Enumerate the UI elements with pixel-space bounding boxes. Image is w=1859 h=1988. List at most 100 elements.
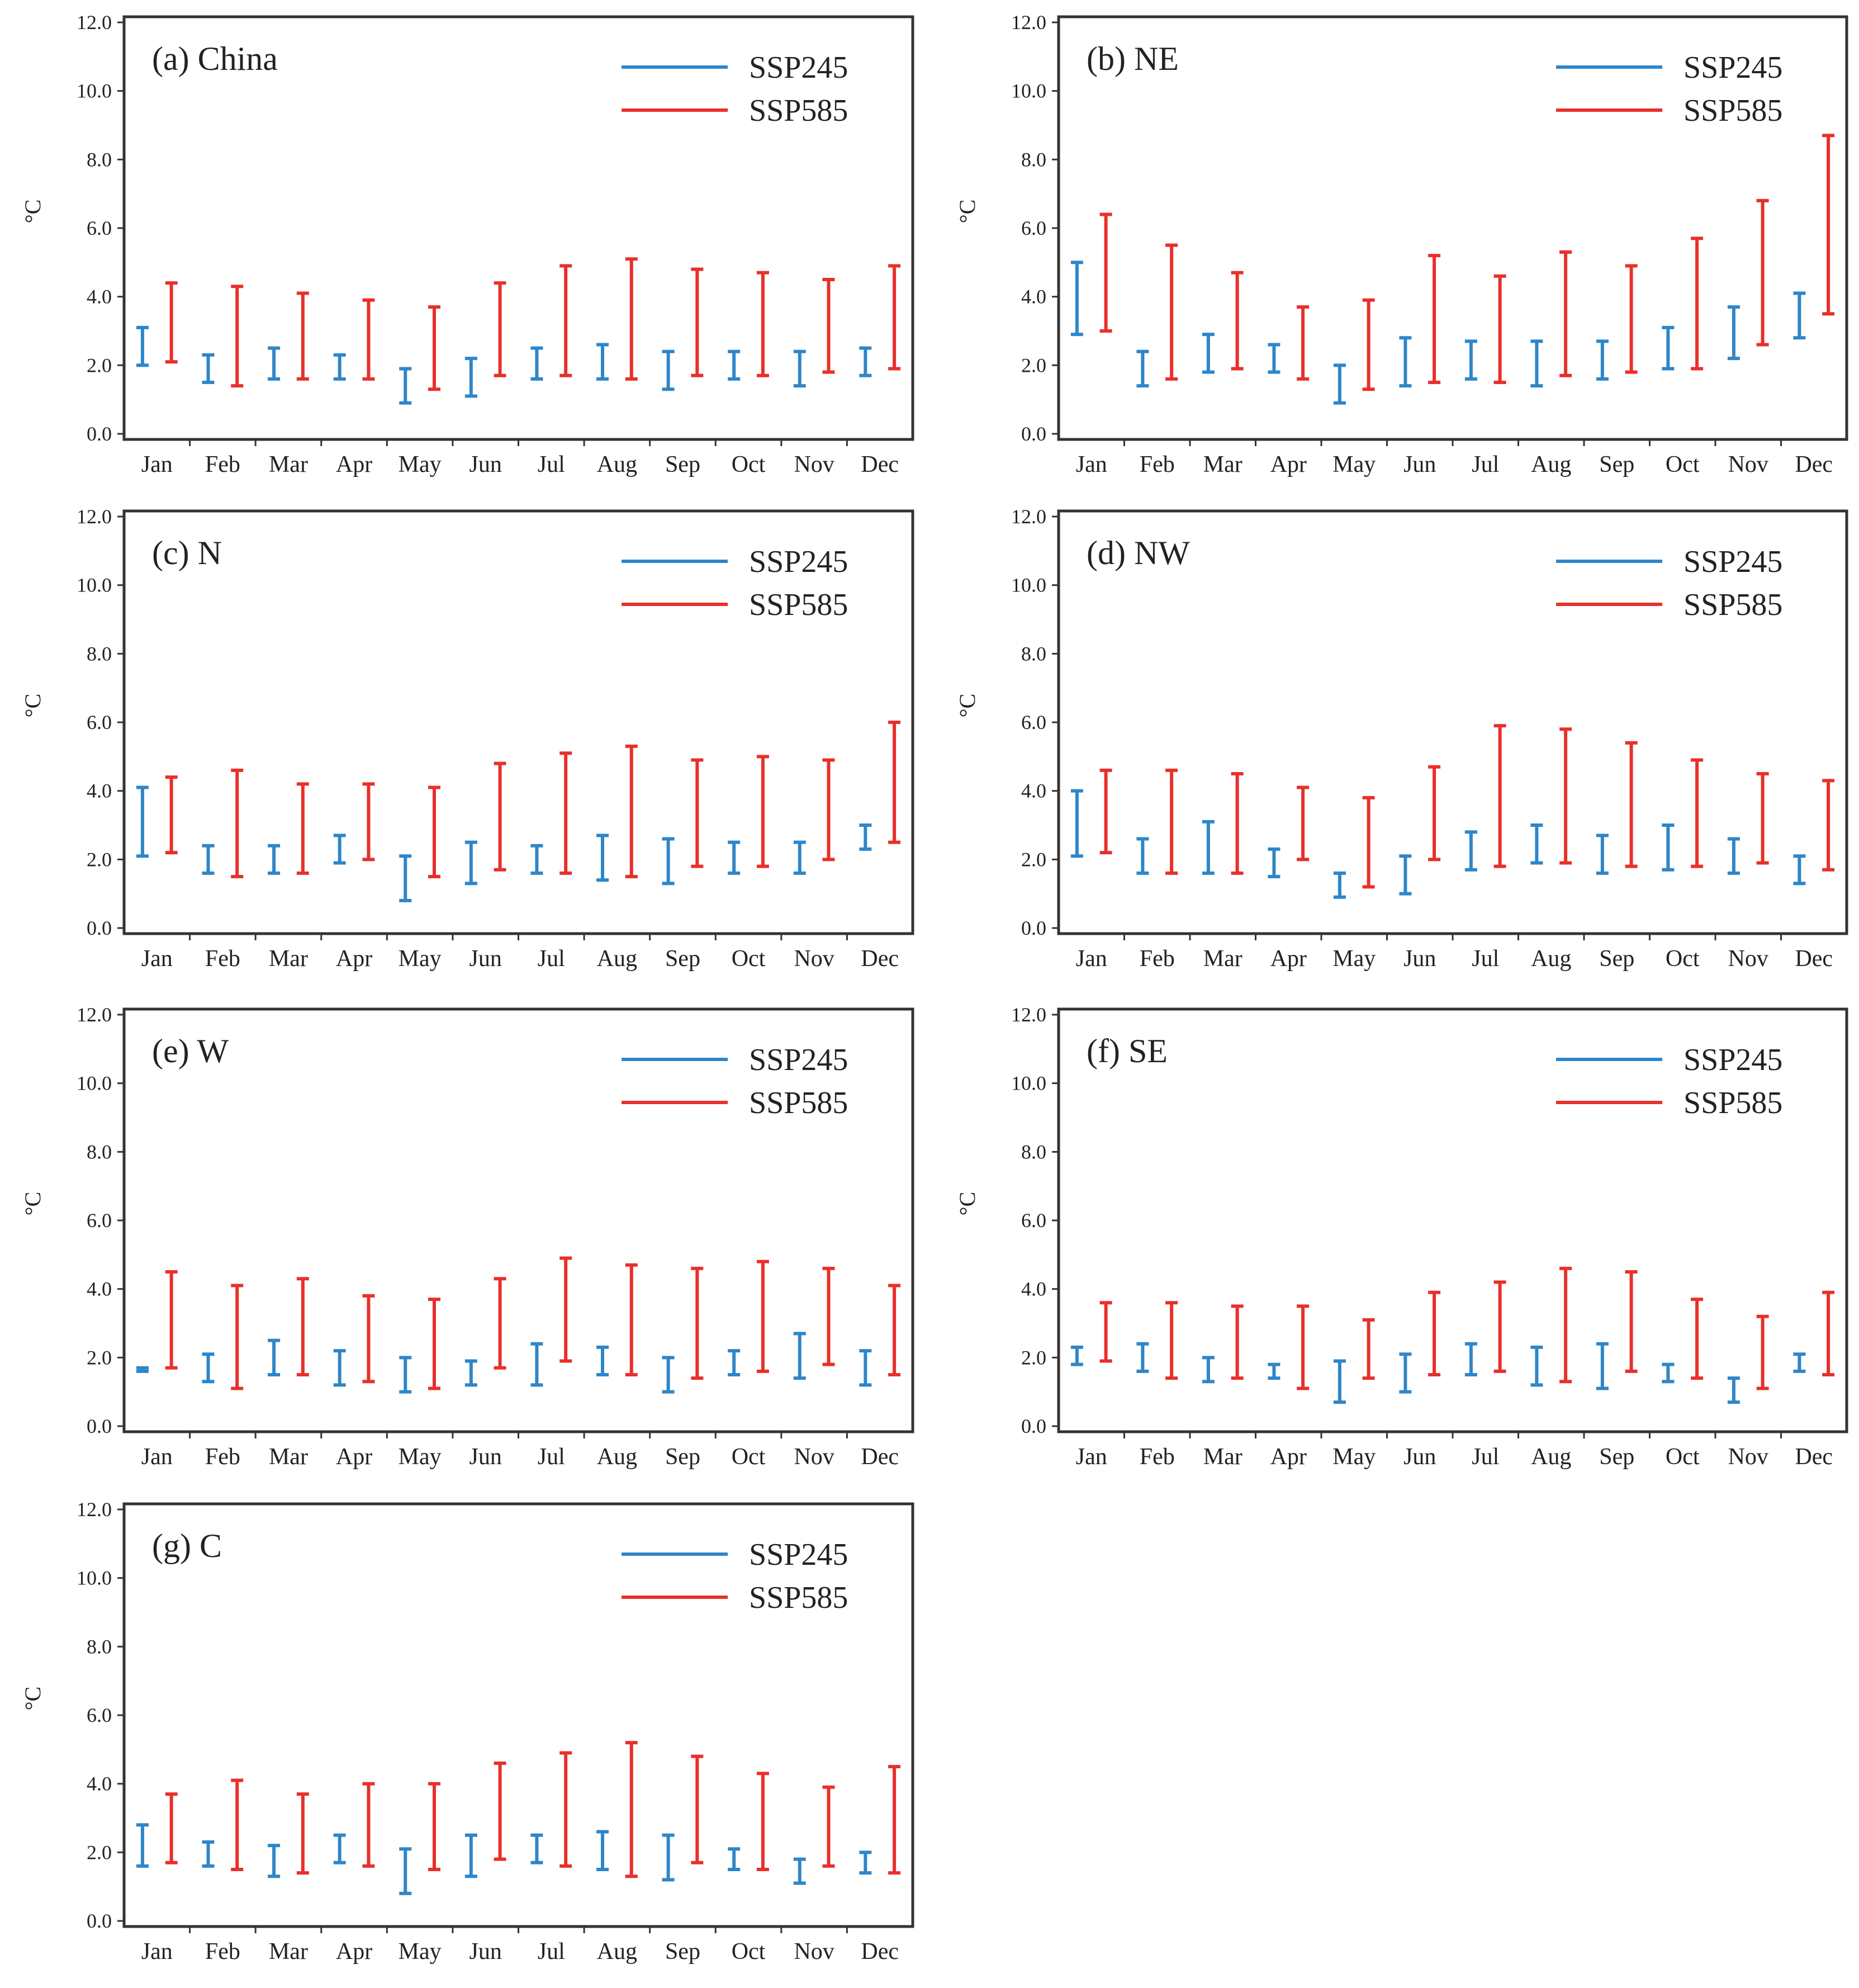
x-tick-label: Jul bbox=[1472, 946, 1499, 972]
x-tick-label: Sep bbox=[665, 946, 700, 972]
x-tick-label: Oct bbox=[732, 1444, 766, 1470]
range-bar-ssp585-aug bbox=[1559, 1266, 1572, 1384]
y-tick-label: 8.0 bbox=[1021, 148, 1046, 171]
legend-entry-ssp585: SSP585 bbox=[622, 1580, 848, 1615]
range-bar-ssp245-jul bbox=[1464, 339, 1477, 381]
y-tick-label: 10.0 bbox=[77, 1567, 112, 1589]
range-bar-ssp245-jan bbox=[136, 1823, 149, 1868]
range-bar-ssp585-oct bbox=[1691, 758, 1704, 868]
x-tick-label: Aug bbox=[597, 1444, 637, 1470]
y-tick-label: 8.0 bbox=[87, 1635, 112, 1658]
y-tick-label: 2.0 bbox=[1021, 354, 1046, 376]
range-bar-ssp245-jan bbox=[1070, 261, 1083, 337]
range-bar-ssp585-nov bbox=[1756, 772, 1769, 865]
range-bar-ssp245-mar bbox=[268, 1338, 281, 1376]
legend-label: SSP585 bbox=[1683, 1086, 1782, 1120]
range-bar-ssp585-mar bbox=[1231, 1304, 1244, 1380]
range-bar-ssp585-dec bbox=[888, 721, 901, 844]
range-bar-ssp585-may bbox=[1362, 796, 1375, 889]
x-tick-label: Nov bbox=[794, 1939, 834, 1965]
range-bar-ssp245-may bbox=[399, 1847, 412, 1895]
range-bar-ssp245-jan bbox=[136, 1366, 149, 1373]
range-bar-ssp585-sep bbox=[691, 758, 704, 868]
range-bar-ssp245-feb bbox=[1136, 1342, 1149, 1373]
range-bar-ssp245-may bbox=[399, 854, 412, 902]
y-tick-label: 6.0 bbox=[87, 217, 112, 239]
x-tick-label: Dec bbox=[861, 1939, 899, 1965]
range-bar-ssp585-nov bbox=[822, 1266, 835, 1366]
y-tick-label: 12.0 bbox=[77, 1498, 112, 1521]
y-tick-label: 6.0 bbox=[1021, 1209, 1046, 1232]
range-bar-ssp245-jul bbox=[1464, 1342, 1477, 1376]
range-bar-ssp245-jul bbox=[1464, 830, 1477, 872]
x-tick-label: May bbox=[399, 1444, 442, 1470]
range-bar-ssp245-apr bbox=[1268, 343, 1281, 374]
range-bar-ssp585-sep bbox=[691, 267, 704, 377]
range-bar-ssp245-sep bbox=[1596, 1342, 1609, 1390]
range-bar-ssp585-jan bbox=[165, 775, 178, 855]
x-tick-label: Jan bbox=[141, 1444, 173, 1470]
range-bar-ssp585-jul bbox=[559, 264, 572, 377]
range-bar-ssp245-jul bbox=[530, 1342, 543, 1387]
x-tick-label: May bbox=[1332, 1444, 1376, 1470]
y-tick-label: 0.0 bbox=[1021, 917, 1046, 939]
x-tick-label: Oct bbox=[732, 946, 766, 972]
range-bar-ssp585-dec bbox=[1822, 779, 1835, 872]
y-tick-label: 8.0 bbox=[87, 148, 112, 171]
range-bar-ssp585-aug bbox=[1559, 250, 1572, 377]
range-bar-ssp245-dec bbox=[859, 1349, 872, 1387]
range-bar-ssp245-nov bbox=[793, 840, 806, 875]
range-bar-ssp585-oct bbox=[1691, 1298, 1704, 1380]
x-tick-label: Mar bbox=[269, 1939, 308, 1965]
range-bar-ssp585-aug bbox=[625, 257, 638, 381]
panel-title: (f) SE bbox=[1087, 1033, 1168, 1069]
x-tick-label: Dec bbox=[1795, 946, 1833, 972]
chart-panel-3: 0.0 2.0 4.0 6.0 8.0 10.0 12.0 °C Jan Feb Mar Apr May… bbox=[20, 505, 914, 972]
range-bar-ssp585-sep bbox=[691, 1266, 704, 1380]
legend-label: SSP245 bbox=[1683, 1043, 1782, 1077]
x-tick-label: Sep bbox=[665, 1939, 700, 1965]
x-tick-label: Apr bbox=[1270, 1444, 1307, 1470]
chart-panel-5: 0.0 2.0 4.0 6.0 8.0 10.0 12.0 °C Jan Feb Mar Apr May… bbox=[20, 1004, 914, 1470]
legend-label: SSP245 bbox=[749, 1043, 848, 1077]
chart-panel-1: 0.0 2.0 4.0 6.0 8.0 10.0 12.0 °C Jan Feb Mar Apr May… bbox=[20, 11, 914, 477]
range-bar-ssp245-apr bbox=[333, 1833, 346, 1864]
range-bar-ssp245-dec bbox=[859, 346, 872, 377]
range-bar-ssp245-feb bbox=[202, 844, 215, 875]
y-tick-label: 10.0 bbox=[1011, 80, 1046, 102]
y-axis-label: °C bbox=[20, 1687, 45, 1711]
x-tick-label: Apr bbox=[1270, 946, 1307, 972]
x-tick-label: Nov bbox=[1728, 452, 1768, 477]
y-tick-label: 4.0 bbox=[87, 286, 112, 308]
legend-label: SSP585 bbox=[749, 588, 848, 622]
y-tick-label: 10.0 bbox=[77, 80, 112, 102]
x-tick-label: Feb bbox=[205, 946, 240, 972]
y-tick-label: 8.0 bbox=[1021, 642, 1046, 665]
x-tick-label: Nov bbox=[1728, 1444, 1768, 1470]
x-tick-label: Jan bbox=[1076, 452, 1107, 477]
y-tick-label: 2.0 bbox=[1021, 848, 1046, 870]
range-bar-ssp245-jun bbox=[464, 357, 477, 398]
range-bar-ssp585-feb bbox=[1165, 243, 1178, 381]
range-bar-ssp585-aug bbox=[625, 1741, 638, 1878]
range-bar-ssp585-sep bbox=[691, 1754, 704, 1864]
y-tick-label: 12.0 bbox=[1011, 505, 1046, 528]
x-tick-label: Sep bbox=[1599, 452, 1634, 477]
x-tick-label: Mar bbox=[269, 946, 308, 972]
range-bar-ssp245-dec bbox=[1793, 1352, 1806, 1373]
range-bar-ssp245-jun bbox=[464, 840, 477, 886]
range-bar-ssp585-nov bbox=[822, 758, 835, 862]
range-bar-ssp585-nov bbox=[1756, 1314, 1769, 1390]
range-bar-ssp245-nov bbox=[1727, 837, 1740, 875]
range-bar-ssp585-jul bbox=[559, 1256, 572, 1363]
y-tick-label: 0.0 bbox=[87, 423, 112, 445]
y-tick-label: 6.0 bbox=[1021, 711, 1046, 733]
y-tick-label: 4.0 bbox=[1021, 1278, 1046, 1300]
legend-label: SSP585 bbox=[749, 93, 848, 128]
legend-entry-ssp585: SSP585 bbox=[1556, 588, 1782, 622]
y-tick-label: 2.0 bbox=[87, 1841, 112, 1863]
range-bar-ssp245-apr bbox=[1268, 847, 1281, 878]
y-tick-label: 6.0 bbox=[87, 1209, 112, 1232]
